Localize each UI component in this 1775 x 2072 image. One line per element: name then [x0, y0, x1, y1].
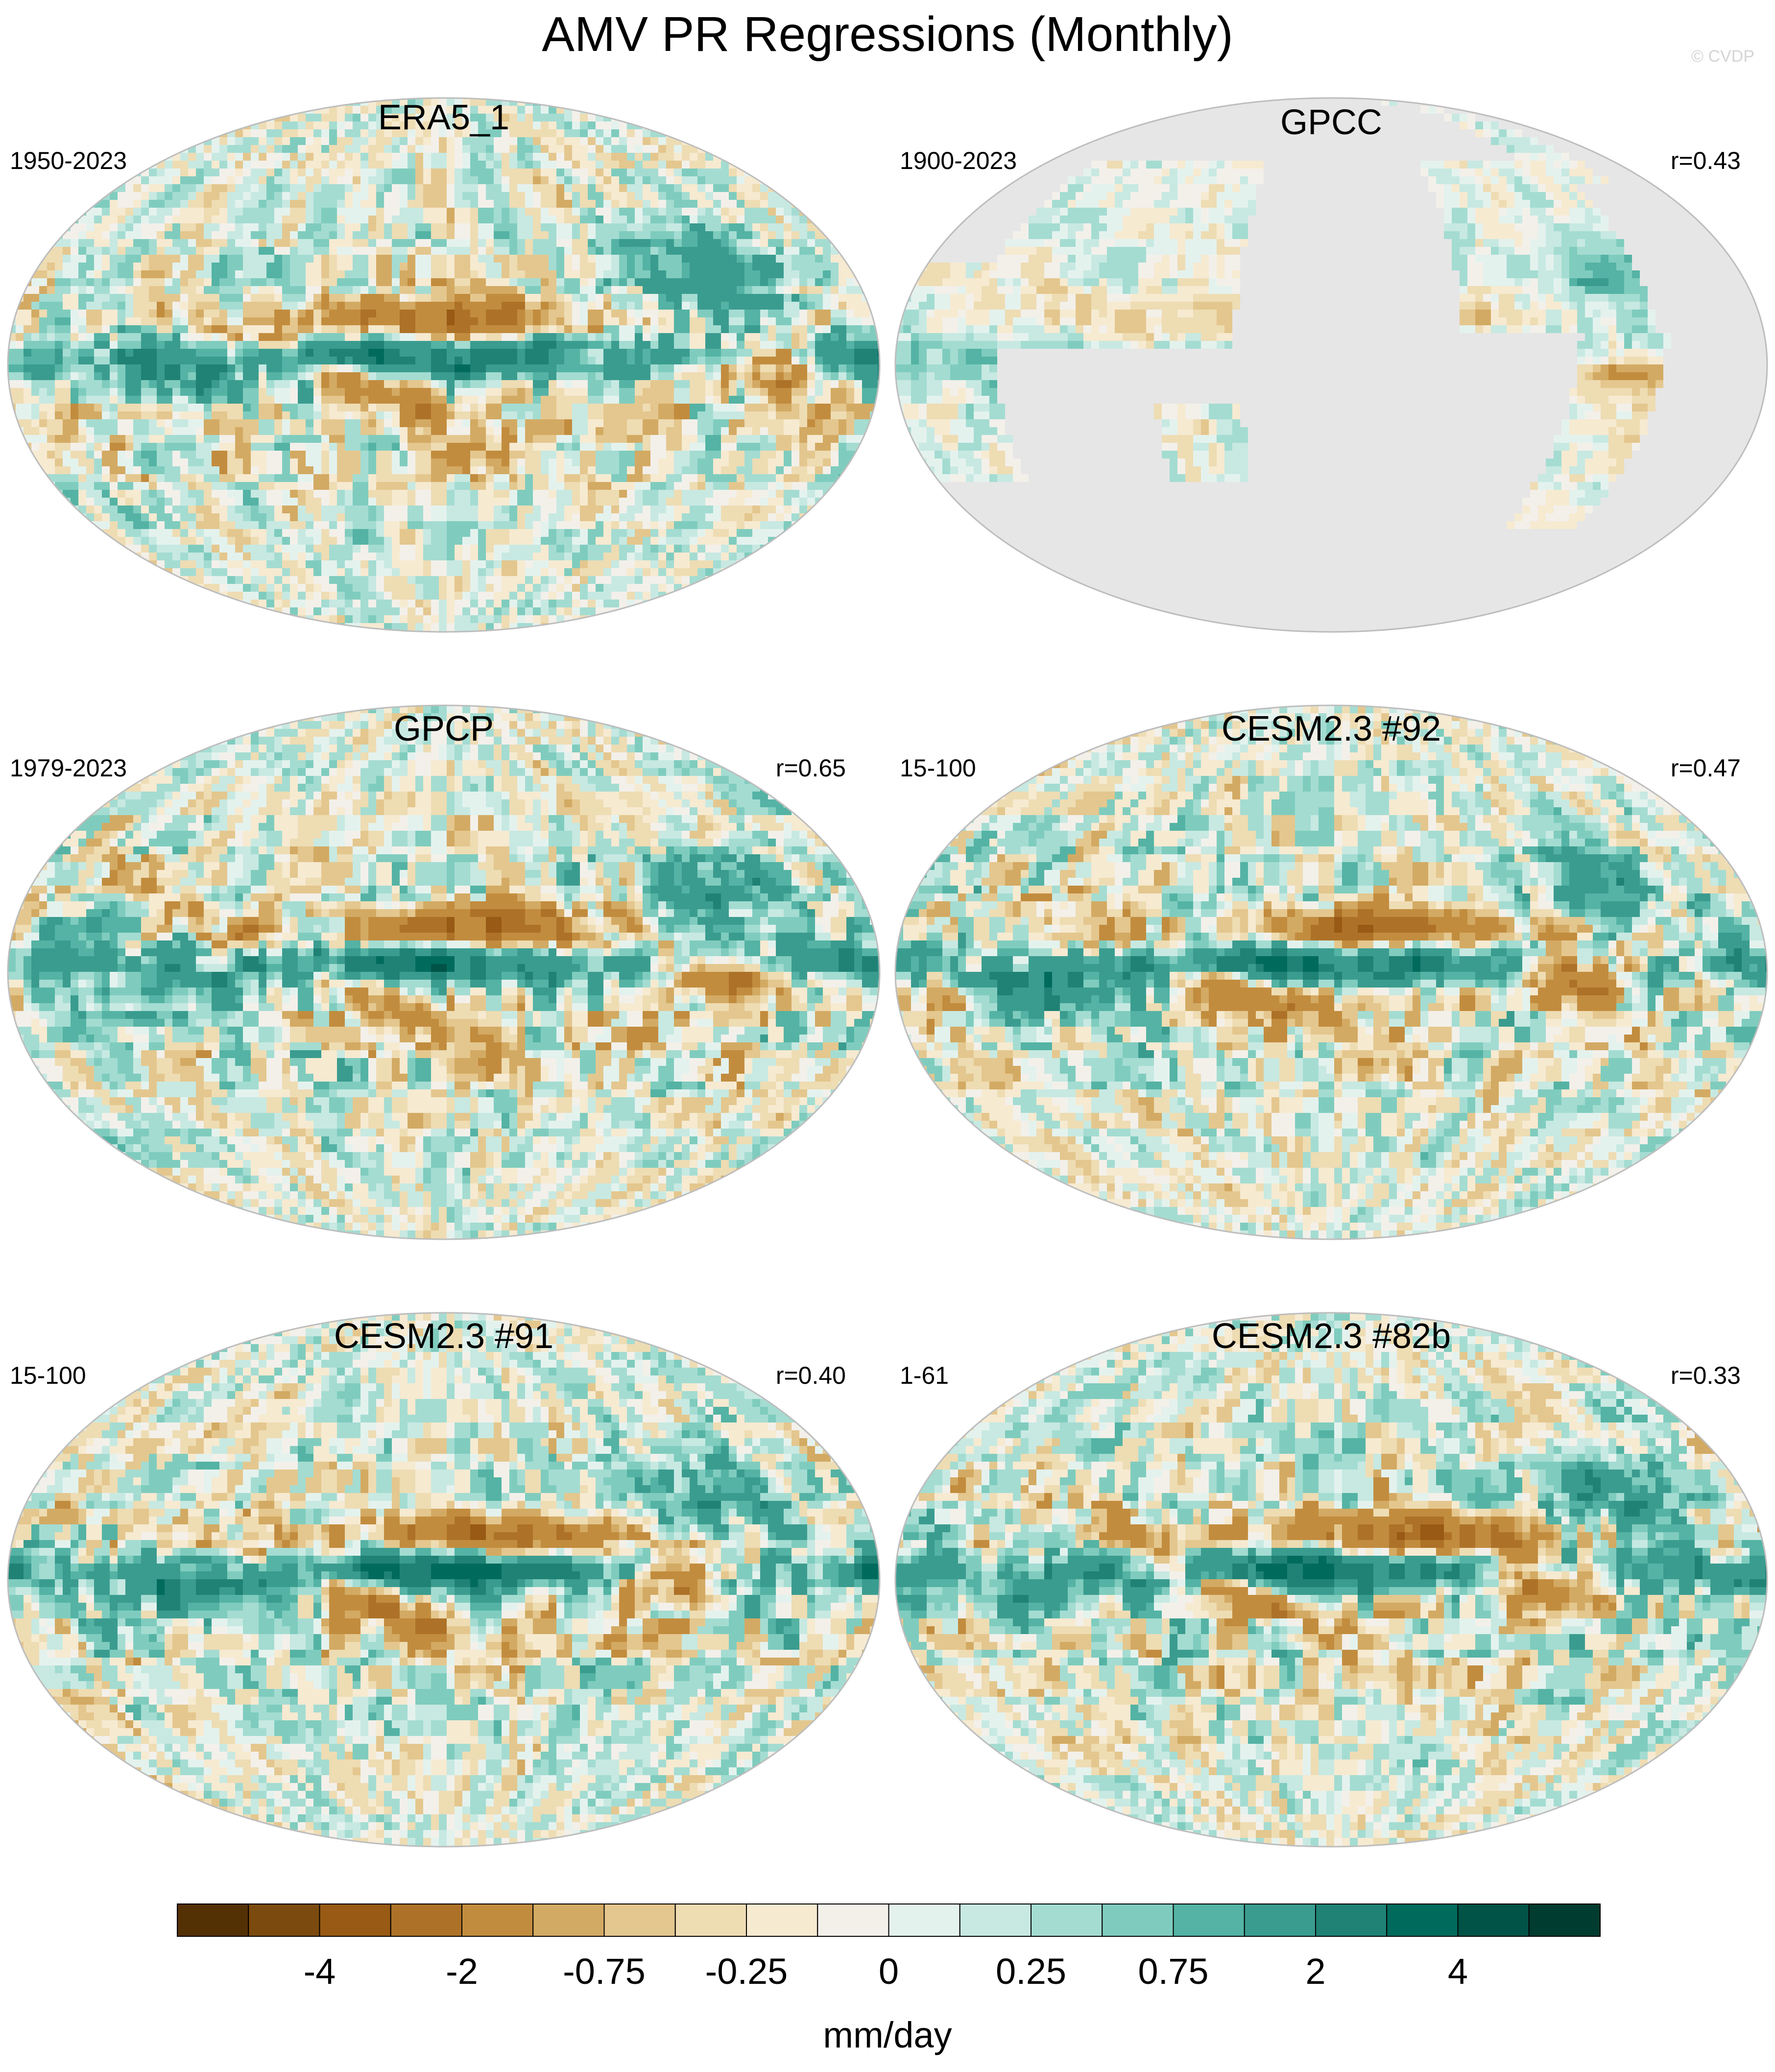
panel-title: CESM2.3 #92: [888, 709, 1775, 748]
map-panel-era5: ERA5_1 1950-2023: [0, 73, 888, 681]
colorbar-swatch: [248, 1903, 320, 1937]
map-border: [894, 1312, 1768, 1848]
map-projection: [894, 97, 1768, 633]
colorbar-swatch: [461, 1903, 534, 1937]
panel-title: CESM2.3 #91: [0, 1317, 888, 1356]
panel-title: ERA5_1: [0, 98, 888, 137]
panel-period: 1979-2023: [10, 754, 127, 782]
colorbar-swatch: [603, 1903, 676, 1937]
colorbar-swatch: [532, 1903, 605, 1937]
colorbar-tick-label: -2: [446, 1952, 478, 1991]
colorbar-swatch: [746, 1903, 818, 1937]
colorbar-swatch: [1528, 1903, 1601, 1937]
colorbar-swatch: [390, 1903, 462, 1937]
colorbar-tick-label: 0: [879, 1952, 899, 1991]
colorbar-swatch: [177, 1903, 249, 1937]
colorbar-swatch: [1457, 1903, 1530, 1937]
colorbar-tick-label: -0.75: [563, 1952, 646, 1991]
map-projection: [7, 1312, 881, 1848]
map-panel-cesm-91: CESM2.3 #91 15-100 r=0.40: [0, 1288, 888, 1896]
panel-correlation: r=0.43: [1671, 147, 1741, 174]
map-panel-gpcp: GPCP 1979-2023 r=0.65: [0, 681, 888, 1288]
map-border: [7, 1312, 881, 1848]
panel-period: 15-100: [10, 1362, 86, 1389]
colorbar-swatch: [888, 1903, 960, 1937]
map-panel-cesm-82b: CESM2.3 #82b 1-61 r=0.33: [888, 1288, 1775, 1896]
panel-correlation: r=0.65: [776, 754, 846, 782]
map-border: [7, 97, 881, 633]
panel-period: 15-100: [900, 754, 976, 782]
panel-title: GPCP: [0, 709, 888, 748]
map-projection: [894, 1312, 1768, 1848]
colorbar-tick-label: 2: [1305, 1952, 1325, 1991]
colorbar-swatch: [319, 1903, 391, 1937]
credit-watermark: © CVDP: [1691, 47, 1754, 66]
panel-period: 1900-2023: [900, 147, 1017, 174]
panel-period: 1-61: [900, 1362, 949, 1389]
panel-correlation: r=0.33: [1671, 1362, 1741, 1389]
colorbar-tick-label: 0.25: [996, 1952, 1066, 1991]
panel-correlation: r=0.47: [1671, 754, 1741, 782]
colorbar-units: mm/day: [0, 2016, 1775, 2055]
panel-title: CESM2.3 #82b: [888, 1317, 1775, 1356]
map-border: [7, 704, 881, 1240]
colorbar-tick-label: -0.25: [705, 1952, 788, 1991]
colorbar-swatch: [817, 1903, 889, 1937]
figure-title: AMV PR Regressions (Monthly): [0, 5, 1775, 64]
colorbar-tick-label: 0.75: [1138, 1952, 1208, 1991]
colorbar-tick-label: -4: [304, 1952, 336, 1991]
map-panel-gpcc: GPCC 1900-2023 r=0.43: [888, 73, 1775, 681]
map-panel-cesm-92: CESM2.3 #92 15-100 r=0.47: [888, 681, 1775, 1288]
map-projection: [7, 704, 881, 1240]
panel-correlation: r=0.40: [776, 1362, 846, 1389]
colorbar-tick-label: 4: [1448, 1952, 1468, 1991]
colorbar-swatch: [1031, 1903, 1103, 1937]
colorbar-swatch: [1102, 1903, 1174, 1937]
colorbar-swatch: [1173, 1903, 1245, 1937]
colorbar-swatch: [959, 1903, 1031, 1937]
map-projection: [894, 704, 1768, 1240]
map-border: [894, 704, 1768, 1240]
panel-title: GPCC: [888, 103, 1775, 142]
panel-period: 1950-2023: [10, 147, 127, 174]
colorbar-swatch: [1315, 1903, 1388, 1937]
colorbar-swatch: [1244, 1903, 1316, 1937]
colorbar-swatch: [674, 1903, 747, 1937]
map-projection: [7, 97, 881, 633]
map-border: [894, 97, 1768, 633]
colorbar-swatch: [1386, 1903, 1459, 1937]
